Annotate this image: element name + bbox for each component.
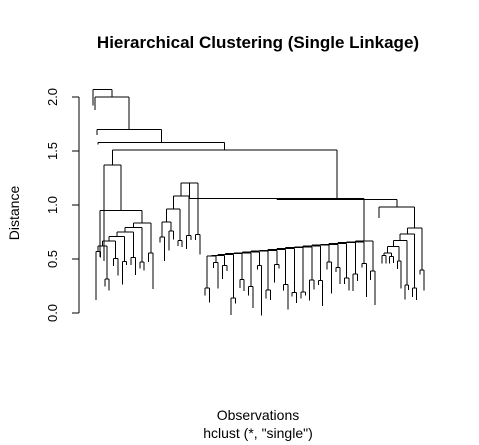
y-axis: 0.0 0.5 1.0 1.5 2.0 — [45, 88, 80, 322]
y-tick-label-3: 1.5 — [45, 142, 60, 160]
y-tick-label-4: 2.0 — [45, 88, 60, 106]
y-tick-label-0: 0.0 — [45, 304, 60, 322]
y-axis-label: Distance — [6, 186, 22, 241]
chart-title: Hierarchical Clustering (Single Linkage) — [97, 33, 419, 52]
dendrogram-tree — [92, 88, 425, 316]
x-axis-label: Observations — [217, 407, 299, 423]
y-tick-label-2: 1.0 — [45, 196, 60, 214]
y-tick-label-1: 0.5 — [45, 250, 60, 268]
x-axis-subtitle: hclust (*, "single") — [203, 425, 313, 441]
